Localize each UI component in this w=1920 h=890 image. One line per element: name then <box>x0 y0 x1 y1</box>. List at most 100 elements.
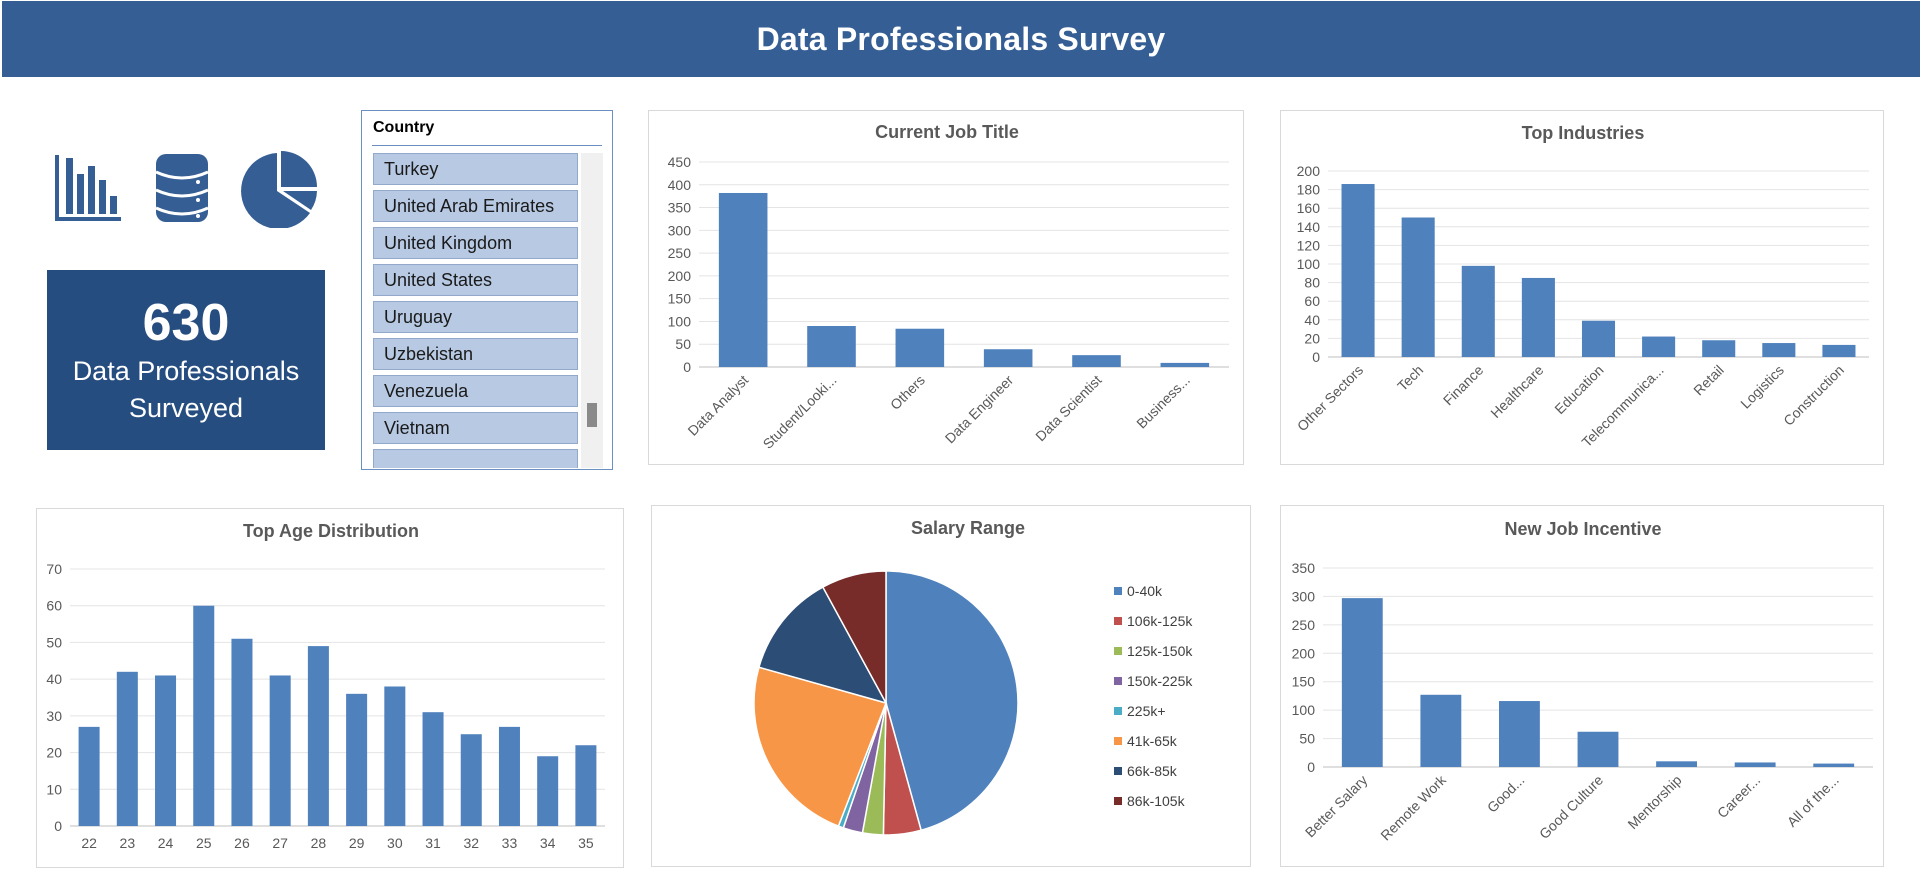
y-tick-label: 0 <box>54 818 62 834</box>
slicer-title: Country <box>373 119 435 136</box>
bar-all-of-the <box>1813 763 1855 767</box>
y-tick-label: 200 <box>1292 645 1316 661</box>
y-tick-label: 30 <box>46 708 62 724</box>
bar-30 <box>384 686 406 826</box>
x-tick-label: Better Salary <box>1302 772 1371 841</box>
age-chart: Top Age Distribution 0 10 20 30 40 50 60 70 22 23 2… <box>36 508 624 868</box>
chart-title: Top Industries <box>1522 123 1645 143</box>
x-tick-label: Good... <box>1484 772 1528 816</box>
slicer-item-venezuela[interactable]: Venezuela <box>373 375 578 407</box>
slicer-scrollbar[interactable] <box>581 153 603 468</box>
bar-business <box>1160 362 1210 367</box>
slicer-item-vietnam[interactable]: Vietnam <box>373 412 578 444</box>
bar-telecommunica <box>1642 336 1676 357</box>
slicer-item-turkey[interactable]: Turkey <box>373 153 578 185</box>
bar-28 <box>307 646 329 826</box>
x-tick-label: 31 <box>425 835 441 851</box>
slicer-item-united-states[interactable]: United States <box>373 264 578 296</box>
y-tick-label: 180 <box>1297 182 1321 198</box>
bar-tech <box>1401 217 1435 357</box>
country-slicer: Country Turkey United Arab Emirates Unit… <box>361 110 613 470</box>
bar-25 <box>193 605 215 826</box>
y-tick-label: 120 <box>1297 237 1321 253</box>
y-tick-label: 50 <box>675 336 691 352</box>
job-title-chart: Current Job Title 0 50 100 150 200 250 300 350 40… <box>648 110 1244 465</box>
bar-retail <box>1702 340 1736 357</box>
legend-label-225k: 225k+ <box>1127 703 1166 719</box>
y-tick-label: 50 <box>1299 731 1315 747</box>
x-tick-label: Other Sectors <box>1294 362 1366 434</box>
y-tick-label: 140 <box>1297 219 1321 235</box>
slicer-item-united-arab-emirates[interactable]: United Arab Emirates <box>373 190 578 222</box>
y-tick-label: 250 <box>668 245 692 261</box>
legend-label-106k-125k: 106k-125k <box>1127 613 1193 629</box>
x-tick-label: Tech <box>1394 362 1426 394</box>
y-tick-label: 70 <box>46 561 62 577</box>
slicer-item-uruguay[interactable]: Uruguay <box>373 301 578 333</box>
y-tick-label: 350 <box>668 200 692 216</box>
y-tick-label: 80 <box>1304 275 1320 291</box>
x-tick-label: 29 <box>349 835 365 851</box>
slicer-item-united-kingdom[interactable]: United Kingdom <box>373 227 578 259</box>
chart-title: Current Job Title <box>875 122 1019 142</box>
incentive-chart: New Job Incentive 0 50 100 150 200 250 300 350 Be… <box>1280 505 1884 867</box>
dashboard-header: Data Professionals Survey <box>2 1 1920 77</box>
x-tick-label: Data Engineer <box>942 372 1017 447</box>
bar-chart-icon <box>55 155 121 221</box>
bar-finance <box>1461 265 1495 357</box>
y-tick-label: 60 <box>46 598 62 614</box>
x-tick-label: Data Analyst <box>684 372 751 439</box>
x-tick-label: Mentorship <box>1624 772 1684 832</box>
bar-mentorship <box>1656 761 1697 767</box>
x-tick-label: 27 <box>272 835 288 851</box>
x-tick-label: Data Scientist <box>1032 372 1104 444</box>
y-tick-label: 200 <box>668 268 692 284</box>
x-tick-label: Finance <box>1440 362 1487 409</box>
x-tick-label: Student/Looki... <box>760 372 840 452</box>
legend-label-125k-150k: 125k-150k <box>1127 643 1193 659</box>
pie-slice-86k-105k <box>821 570 887 704</box>
x-tick-label: 24 <box>158 835 174 851</box>
bar-data-scientist <box>1072 355 1121 367</box>
bar-23 <box>116 671 138 826</box>
y-tick-label: 60 <box>1304 293 1320 309</box>
y-tick-label: 40 <box>46 671 62 687</box>
bar-other-sectors <box>1341 184 1375 357</box>
slicer-divider <box>372 145 602 146</box>
slicer-item-list: Turkey United Arab Emirates United Kingd… <box>373 153 578 468</box>
y-tick-label: 20 <box>1304 330 1320 346</box>
database-icon <box>155 154 209 222</box>
y-tick-label: 150 <box>1292 674 1316 690</box>
dashboard-title: Data Professionals Survey <box>756 20 1166 57</box>
x-tick-label: Career... <box>1714 772 1763 821</box>
slicer-scroll-thumb[interactable] <box>587 403 597 427</box>
legend-swatch-125k-150k <box>1114 647 1122 655</box>
y-tick-label: 100 <box>668 313 692 329</box>
bar-27 <box>269 675 291 826</box>
industry-chart: Top Industries 0 20 40 60 80 100 120 140 160 180 20… <box>1280 110 1884 465</box>
y-tick-label: 300 <box>1292 588 1316 604</box>
bar-22 <box>78 726 100 826</box>
bar-logistics <box>1762 343 1796 357</box>
y-tick-label: 150 <box>668 291 692 307</box>
x-tick-label: 23 <box>120 835 136 851</box>
y-tick-label: 0 <box>1312 349 1320 365</box>
x-tick-label: Education <box>1551 362 1606 417</box>
bar-31 <box>422 712 444 826</box>
slicer-item-uzbekistan[interactable]: Uzbekistan <box>373 338 578 370</box>
x-tick-label: Others <box>887 372 928 413</box>
bar-others <box>895 328 945 367</box>
bar-data-engineer <box>983 349 1033 367</box>
kpi-value: 630 <box>142 294 230 352</box>
bar-good-culture <box>1577 731 1619 767</box>
x-tick-label: 28 <box>311 835 327 851</box>
x-tick-label: 33 <box>502 835 518 851</box>
y-tick-label: 10 <box>46 781 62 797</box>
x-tick-label: Logistics <box>1737 362 1787 412</box>
salary-chart: Salary Range 0-40k 106k-125k 125k-150k 150k-… <box>651 505 1251 867</box>
kpi-label: Data Professionals Surveyed <box>72 356 300 423</box>
legend-label-150k-225k: 150k-225k <box>1127 673 1193 689</box>
bar-construction <box>1822 344 1856 357</box>
slicer-item-partial[interactable] <box>373 449 578 468</box>
y-tick-label: 160 <box>1297 200 1321 216</box>
